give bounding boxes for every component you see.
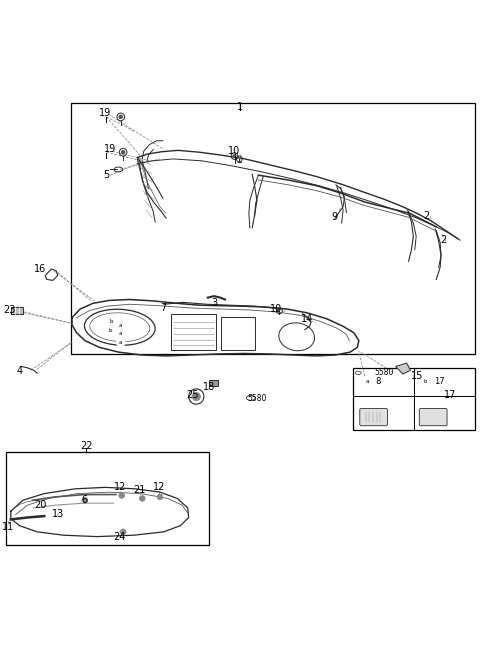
Text: 9: 9 bbox=[332, 212, 338, 222]
Text: 7: 7 bbox=[160, 303, 166, 313]
Circle shape bbox=[106, 326, 115, 335]
Text: 19: 19 bbox=[104, 144, 116, 154]
Text: 12: 12 bbox=[153, 482, 165, 493]
Text: 14: 14 bbox=[301, 313, 313, 323]
Circle shape bbox=[117, 329, 125, 338]
Text: 16: 16 bbox=[34, 264, 47, 274]
Text: a: a bbox=[365, 379, 369, 384]
Text: 17: 17 bbox=[434, 377, 445, 386]
FancyBboxPatch shape bbox=[420, 408, 447, 426]
Text: 25: 25 bbox=[186, 390, 199, 400]
Text: 5580: 5580 bbox=[374, 368, 394, 377]
Text: 1: 1 bbox=[237, 102, 243, 112]
Text: 5: 5 bbox=[103, 170, 109, 180]
Text: b: b bbox=[109, 319, 113, 324]
Text: 12: 12 bbox=[114, 482, 126, 493]
Text: 2: 2 bbox=[440, 235, 446, 245]
Text: 20: 20 bbox=[34, 500, 47, 510]
Circle shape bbox=[421, 377, 430, 386]
Text: 23: 23 bbox=[4, 305, 16, 315]
Circle shape bbox=[121, 150, 125, 154]
Text: 6: 6 bbox=[82, 495, 88, 505]
Polygon shape bbox=[396, 363, 410, 374]
Text: 3: 3 bbox=[211, 298, 217, 308]
Text: 5580: 5580 bbox=[247, 394, 267, 404]
Circle shape bbox=[139, 495, 145, 501]
Circle shape bbox=[119, 115, 123, 119]
Text: b: b bbox=[424, 379, 427, 384]
FancyBboxPatch shape bbox=[209, 380, 218, 386]
FancyBboxPatch shape bbox=[360, 408, 387, 426]
Text: 24: 24 bbox=[114, 532, 126, 542]
Text: 4: 4 bbox=[16, 367, 23, 376]
Text: a: a bbox=[119, 323, 122, 328]
Text: 15: 15 bbox=[411, 371, 423, 381]
Circle shape bbox=[363, 377, 371, 386]
Circle shape bbox=[117, 321, 125, 329]
Text: 8: 8 bbox=[375, 377, 381, 386]
Circle shape bbox=[117, 338, 125, 347]
Text: 13: 13 bbox=[51, 509, 64, 519]
Circle shape bbox=[119, 493, 125, 499]
Text: 11: 11 bbox=[2, 522, 14, 532]
Circle shape bbox=[82, 497, 88, 503]
Text: 10: 10 bbox=[228, 146, 240, 156]
Circle shape bbox=[192, 392, 201, 401]
Circle shape bbox=[120, 529, 126, 535]
Circle shape bbox=[107, 317, 116, 326]
Text: a: a bbox=[119, 340, 122, 345]
Text: 2: 2 bbox=[423, 211, 430, 221]
Circle shape bbox=[157, 494, 163, 500]
Text: 10: 10 bbox=[270, 304, 282, 314]
Text: 21: 21 bbox=[134, 485, 146, 495]
Text: 18: 18 bbox=[203, 382, 216, 392]
Text: b: b bbox=[108, 327, 112, 333]
Circle shape bbox=[233, 155, 236, 158]
Text: 19: 19 bbox=[99, 108, 111, 118]
Text: 22: 22 bbox=[80, 441, 93, 451]
Text: a: a bbox=[119, 331, 122, 337]
Text: 17: 17 bbox=[444, 390, 457, 400]
FancyBboxPatch shape bbox=[11, 307, 23, 314]
